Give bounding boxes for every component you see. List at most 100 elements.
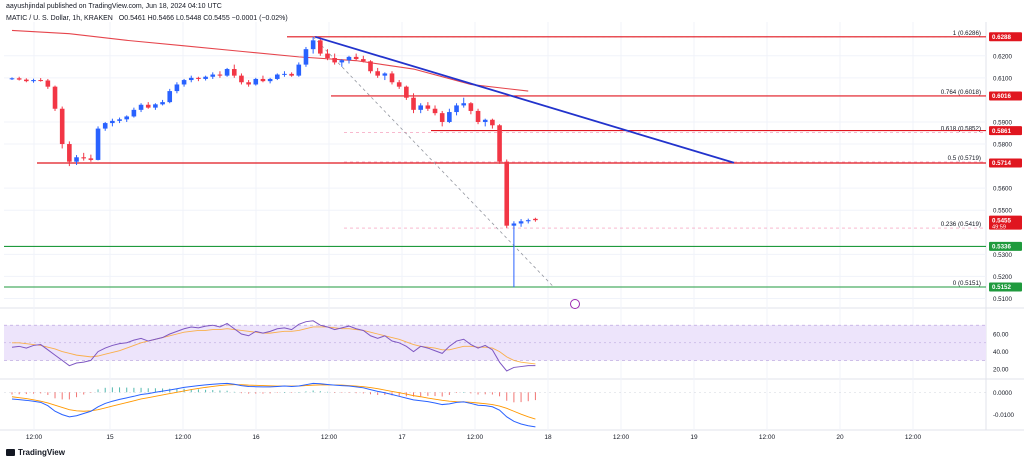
x-tick-label: 17	[398, 434, 406, 441]
candle-body	[490, 119, 495, 126]
candle-body	[325, 53, 330, 58]
macd-histogram-bar	[226, 390, 228, 393]
price-badge-countdown: 49:59	[992, 224, 1006, 230]
rsi-tick-label: 20.00	[993, 367, 1009, 374]
candle-body	[511, 223, 517, 226]
macd-histogram-bar	[140, 387, 142, 393]
y-tick-label: 0.5500	[993, 208, 1012, 215]
x-tick-label: 12:00	[26, 434, 43, 441]
macd-histogram-bar	[398, 392, 400, 396]
price-badge-label: 0.5152	[992, 284, 1011, 291]
rsi-tick-label: 40.00	[993, 349, 1009, 356]
macd-histogram-bar	[312, 390, 314, 393]
macd-histogram-bar	[319, 391, 321, 393]
x-tick-label: 19	[690, 434, 698, 441]
macd-histogram-bar	[456, 392, 458, 393]
candle-body	[396, 82, 402, 87]
y-tick-label: 0.5100	[993, 296, 1012, 303]
macd-histogram-bar	[176, 388, 178, 393]
candle-body	[274, 74, 280, 79]
candle-body	[153, 104, 158, 108]
candle-body	[332, 57, 337, 63]
candle-body	[81, 157, 86, 159]
candle-body	[382, 73, 388, 76]
price-badge	[989, 126, 1022, 136]
candle-body	[353, 56, 359, 60]
x-tick-label: 16	[252, 434, 260, 441]
candle-body	[88, 158, 94, 160]
macd-histogram-bar	[262, 392, 264, 394]
candle-body	[145, 104, 151, 108]
macd-histogram-bar	[61, 392, 63, 400]
macd-signal-line	[11, 384, 536, 420]
candle-body	[38, 80, 43, 82]
price-badge-label: 0.5861	[992, 128, 1011, 135]
rsi-signal-line	[12, 326, 536, 365]
macd-histogram-bar	[477, 392, 479, 395]
macd-histogram-bar	[470, 392, 472, 394]
footer-brand: TradingView	[6, 448, 65, 457]
author-line: aayushjindal published on TradingView.co…	[6, 3, 222, 10]
candle-body	[9, 78, 15, 80]
candle-body	[210, 74, 216, 77]
price-badge	[989, 215, 1022, 230]
candle-body	[418, 105, 423, 110]
fib-level-label: 1 (0.6286)	[953, 30, 981, 37]
macd-histogram-bar	[111, 387, 113, 393]
macd-histogram-bar	[197, 389, 199, 393]
macd-histogram-bar	[154, 388, 156, 393]
macd-histogram-bar	[355, 392, 357, 394]
footer-brand-text: TradingView	[18, 448, 65, 457]
macd-histogram-bar	[520, 392, 522, 403]
descending-trendline	[314, 35, 735, 164]
macd-histogram-bar	[326, 391, 328, 393]
candle-body	[231, 69, 237, 76]
y-tick-label: 0.5600	[993, 186, 1012, 193]
macd-histogram-bar	[427, 392, 429, 396]
candle-body	[95, 128, 101, 160]
macd-histogram-bar	[190, 389, 192, 393]
candle-body	[525, 220, 531, 222]
author-name: aayushjindal	[6, 3, 45, 10]
candle-body	[31, 80, 36, 82]
macd-histogram-bar	[248, 392, 250, 394]
macd-histogram-bar	[527, 392, 529, 402]
macd-histogram-bar	[305, 391, 307, 393]
candle-body	[533, 218, 538, 221]
macd-histogram-bar	[276, 392, 278, 393]
macd-histogram-bar	[83, 392, 85, 395]
macd-histogram-bar	[377, 392, 379, 395]
macd-histogram-bar	[298, 392, 300, 393]
macd-histogram-bar	[341, 392, 343, 393]
candle-body	[260, 78, 266, 82]
candle-body	[425, 105, 431, 109]
macd-histogram-bar	[11, 392, 13, 395]
candle-body	[174, 84, 180, 92]
x-tick-label: 18	[544, 434, 552, 441]
macd-histogram-bar	[205, 389, 207, 393]
price-badge	[989, 158, 1022, 168]
candle-body	[16, 78, 22, 80]
x-tick-label: 15	[106, 434, 114, 441]
candle-body	[246, 82, 251, 85]
y-tick-label: 0.5800	[993, 142, 1012, 149]
candle-body	[518, 221, 524, 224]
candle-body	[497, 125, 502, 162]
candle-body	[224, 69, 230, 76]
macd-histogram-bar	[126, 387, 128, 393]
macd-line	[11, 382, 536, 428]
macd-histogram-bar	[441, 392, 443, 397]
candle-body	[167, 91, 173, 103]
macd-histogram-bar	[499, 392, 501, 397]
candle-body	[52, 86, 58, 109]
candle-body	[504, 161, 510, 226]
x-tick-label: 12:00	[467, 434, 484, 441]
candle-body	[310, 40, 316, 50]
macd-tick-label: 0.0000	[993, 390, 1012, 397]
candle-body	[389, 73, 395, 83]
price-badge-label: 0.5336	[992, 244, 1011, 251]
macd-histogram-bar	[33, 392, 35, 394]
candle-body	[131, 109, 137, 117]
macd-histogram-bar	[370, 392, 371, 395]
